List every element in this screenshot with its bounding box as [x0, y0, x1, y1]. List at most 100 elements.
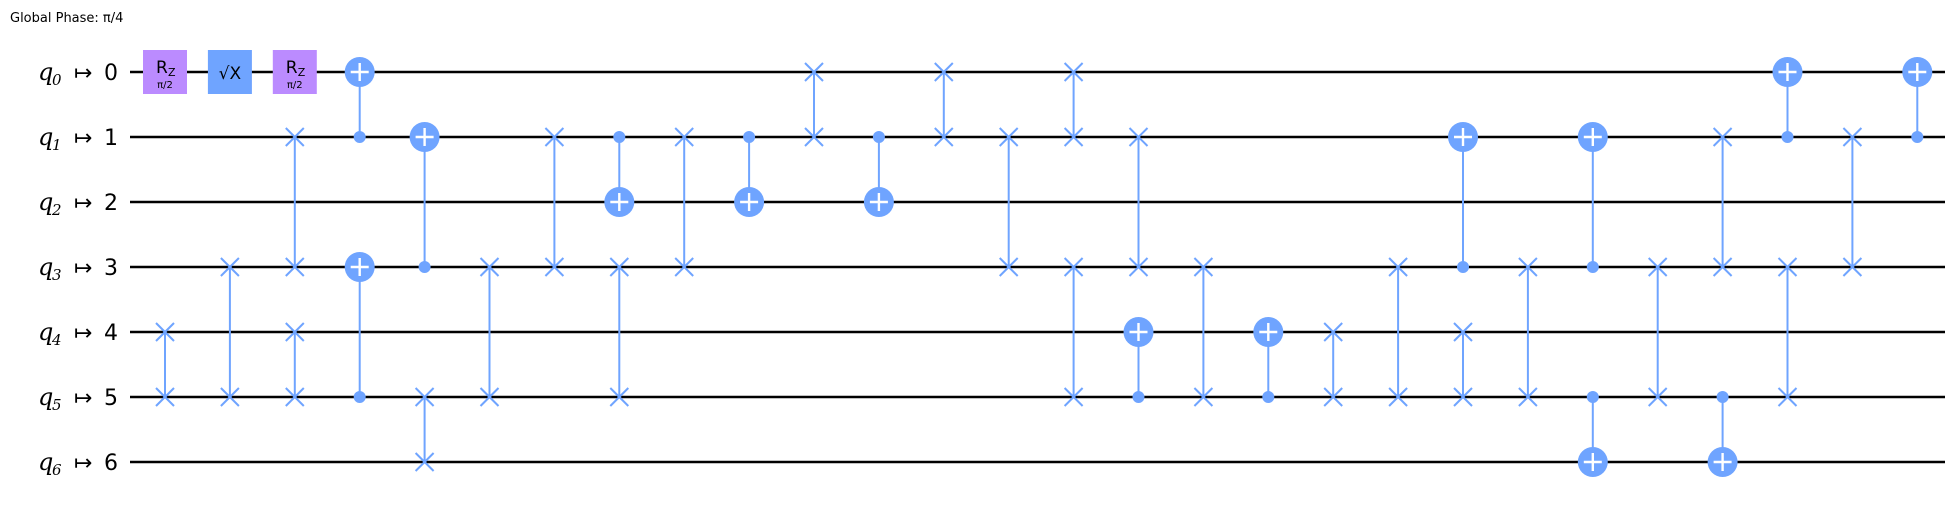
swap-x-mark	[479, 257, 500, 277]
control-dot	[743, 131, 756, 143]
cx-gate	[344, 252, 375, 403]
swap-x-mark	[1193, 387, 1214, 407]
gate-param: π/2	[287, 80, 303, 91]
swap-x-mark	[285, 387, 305, 407]
qubit-label-name: q	[38, 383, 53, 411]
rz-gate: R Zπ/2	[143, 50, 187, 94]
swap-x-mark	[220, 257, 240, 277]
control-dot	[353, 391, 366, 403]
cx-gate	[1577, 122, 1608, 273]
swap-x-mark	[414, 452, 435, 472]
swap-x-mark	[414, 387, 435, 407]
control-dot	[872, 131, 885, 143]
swap-x-mark	[1128, 127, 1149, 147]
cx-gate	[604, 131, 635, 217]
swap-x-mark	[1777, 387, 1798, 407]
gate-label: √X	[219, 64, 242, 84]
gate-box	[207, 50, 252, 94]
swap-x-mark	[220, 387, 240, 407]
swap-x-mark	[1453, 322, 1473, 342]
gate-label-sub: Z	[168, 66, 176, 79]
qubit-labels: q0 ↦ 0q1 ↦ 1q2 ↦ 2q3 ↦ 3q4 ↦ 4q5 ↦ 5q6 ↦ 6	[38, 58, 118, 479]
control-dot	[1262, 391, 1275, 403]
swap-x-mark	[1128, 257, 1149, 277]
cx-gate	[863, 131, 894, 217]
swap-x-mark	[285, 322, 305, 342]
swap-x-mark	[804, 62, 824, 82]
swap-gate	[285, 322, 305, 407]
sqrt-x-gate: √X	[207, 50, 252, 94]
swap-x-mark	[934, 127, 954, 147]
swap-x-mark	[544, 257, 565, 277]
global-phase-label: Global Phase: π/4	[10, 11, 123, 26]
swap-x-mark	[1063, 257, 1084, 277]
qubit-label-name: q	[38, 318, 53, 346]
swap-gate	[1518, 257, 1538, 407]
swap-gate	[934, 62, 954, 147]
swap-gate	[155, 322, 175, 407]
swap-x-mark	[934, 62, 954, 82]
qubit-wires	[130, 70, 1945, 464]
cx-gate	[1123, 317, 1154, 403]
swap-x-mark	[1518, 257, 1538, 277]
qubit-label-index: 0	[52, 71, 62, 89]
swap-gate	[1063, 62, 1084, 147]
swap-x-mark	[1323, 322, 1343, 342]
swap-gate	[1453, 322, 1473, 407]
qubit-label-index: 6	[52, 461, 62, 479]
qubit-label-name: q	[38, 123, 53, 151]
swap-x-mark	[1323, 387, 1343, 407]
qubit-map-arrow: ↦	[74, 191, 92, 216]
swap-gate	[220, 257, 240, 407]
swap-gate	[1388, 257, 1408, 407]
control-dot	[613, 131, 626, 143]
qubit-map-arrow: ↦	[74, 61, 92, 86]
control-dot	[1586, 261, 1599, 273]
qubit-label-name: q	[38, 448, 53, 476]
swap-x-mark	[1842, 257, 1863, 277]
qubit-map-arrow: ↦	[74, 386, 92, 411]
qubit-map-arrow: ↦	[74, 256, 92, 281]
qubit-map-target: 3	[104, 256, 118, 281]
qubit-map-target: 0	[104, 61, 118, 86]
swap-gate	[674, 127, 694, 277]
gate-param: π/2	[157, 80, 173, 91]
swap-x-mark	[1063, 62, 1084, 82]
cx-gate	[1448, 122, 1478, 273]
control-dot	[1781, 131, 1794, 143]
swap-gate	[1128, 127, 1149, 277]
swap-gate	[544, 127, 565, 277]
swap-x-mark	[1193, 257, 1214, 277]
qubit-label-index: 1	[52, 136, 62, 154]
control-dot	[1132, 391, 1145, 403]
swap-gate	[804, 62, 824, 147]
qubit-label-name: q	[38, 253, 53, 281]
swap-x-mark	[674, 257, 694, 277]
gate-label: R	[286, 58, 298, 78]
qubit-label-index: 3	[52, 266, 62, 284]
swap-x-mark	[1388, 387, 1408, 407]
swap-x-mark	[609, 257, 630, 277]
qubit-map-target: 6	[104, 451, 118, 476]
cx-gate	[1772, 57, 1803, 143]
qubit-map-arrow: ↦	[74, 126, 92, 151]
qubit-label-index: 2	[51, 201, 62, 219]
swap-gate	[1842, 127, 1863, 277]
qubit-map-target: 4	[104, 321, 118, 346]
cx-gate	[409, 122, 440, 273]
swap-gate	[609, 257, 630, 407]
swap-gate	[1647, 257, 1668, 407]
cx-gate	[344, 57, 375, 143]
qubit-map-target: 5	[104, 386, 118, 411]
qubit-map-target: 2	[104, 191, 118, 216]
swap-x-mark	[1453, 387, 1473, 407]
swap-x-mark	[285, 257, 305, 277]
qubit-label-name: q	[38, 58, 53, 86]
swap-x-mark	[1712, 127, 1733, 147]
swap-x-mark	[998, 257, 1019, 277]
control-dot	[1586, 391, 1599, 403]
cx-gate	[1902, 57, 1933, 143]
swap-x-mark	[155, 322, 175, 342]
swap-x-mark	[544, 127, 565, 147]
control-dot	[353, 131, 366, 143]
